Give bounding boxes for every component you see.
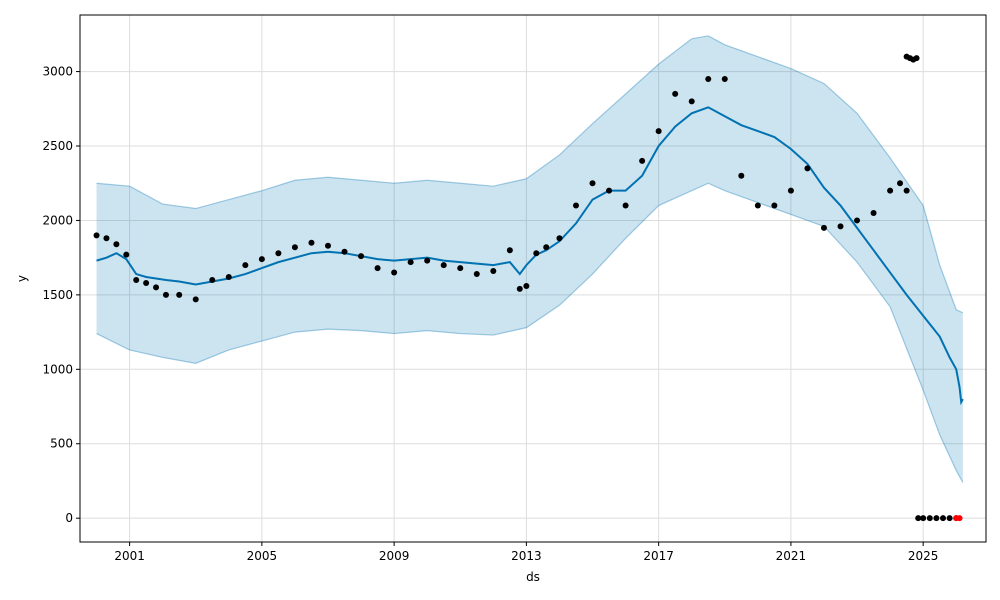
observed-point <box>572 202 579 209</box>
observed-zero-point <box>926 515 933 522</box>
observed-point <box>275 250 282 257</box>
observed-point <box>176 291 183 298</box>
y-tick-label: 2500 <box>42 139 73 153</box>
x-tick-label: 2021 <box>776 549 807 563</box>
observed-point <box>341 248 348 255</box>
uncertainty-upper-edge <box>96 35 964 314</box>
plot-frame <box>79 14 987 543</box>
observed-point <box>123 251 130 258</box>
observed-point <box>153 284 160 291</box>
observed-zero-point <box>920 515 927 522</box>
grid <box>80 15 986 542</box>
x-tick-label: 2017 <box>643 549 674 563</box>
observed-point <box>424 257 431 264</box>
x-tick-label: 2009 <box>379 549 410 563</box>
observed-point <box>543 244 550 251</box>
y-axis-label: y <box>15 275 29 282</box>
observed-zero-point <box>933 515 940 522</box>
observed-point <box>490 268 497 275</box>
x-tick-label: 2013 <box>511 549 542 563</box>
observed-point <box>242 262 249 269</box>
observed-point <box>143 279 150 286</box>
observed-point <box>837 223 844 230</box>
observed-point <box>804 165 811 172</box>
observed-point <box>688 98 695 105</box>
observed-point <box>903 187 910 194</box>
observed-point <box>771 202 778 209</box>
observed-point <box>556 235 563 242</box>
observed-points <box>93 53 963 522</box>
observed-point <box>870 209 877 216</box>
observed-point <box>897 180 904 187</box>
observed-point <box>358 253 365 260</box>
x-axis-ticks: 2001 2005 2009 2013 2017 2021 2025 <box>114 542 938 563</box>
observed-point <box>887 187 894 194</box>
observed-point <box>506 247 513 254</box>
observed-point <box>209 276 216 283</box>
y-tick-label: 1000 <box>42 362 73 376</box>
observed-point <box>291 244 298 251</box>
observed-point <box>391 269 398 276</box>
observed-point <box>606 187 613 194</box>
observed-point <box>407 259 414 266</box>
observed-point <box>622 202 629 209</box>
observed-point <box>258 256 265 263</box>
observed-point <box>308 239 315 246</box>
observed-zero-point <box>940 515 947 522</box>
y-tick-label: 0 <box>65 511 73 525</box>
highlight-point <box>956 515 963 522</box>
uncertainty-lower-edge <box>96 182 964 483</box>
observed-point <box>854 217 861 224</box>
observed-point <box>705 76 712 83</box>
observed-point <box>324 242 331 249</box>
observed-point <box>440 262 447 269</box>
observed-point <box>672 90 679 97</box>
observed-point <box>162 291 169 298</box>
y-tick-label: 3000 <box>42 65 73 79</box>
observed-point <box>192 296 199 303</box>
observed-zero-point <box>946 515 953 522</box>
observed-point <box>754 202 761 209</box>
observed-point <box>589 180 596 187</box>
observed-point <box>103 235 110 242</box>
observed-point <box>523 282 530 289</box>
observed-point <box>738 172 745 179</box>
observed-point <box>457 265 464 272</box>
observed-point <box>655 128 662 135</box>
observed-point <box>516 285 523 292</box>
observed-zero-point <box>915 515 922 522</box>
y-tick-label: 500 <box>50 437 73 451</box>
observed-point <box>820 224 827 231</box>
x-tick-label: 2005 <box>247 549 278 563</box>
observed-point <box>113 241 120 248</box>
y-tick-label: 1500 <box>42 288 73 302</box>
observed-point <box>133 276 140 283</box>
y-axis-ticks: 0 500 1000 1500 2000 2500 3000 <box>42 65 80 525</box>
x-tick-label: 2001 <box>114 549 145 563</box>
x-tick-label: 2025 <box>908 549 939 563</box>
observed-point <box>533 250 540 257</box>
observed-point <box>93 232 100 239</box>
y-tick-label: 2000 <box>42 213 73 227</box>
observed-point <box>473 271 480 278</box>
uncertainty-band <box>96 35 964 483</box>
observed-point <box>374 265 381 272</box>
uncertainty-band-area <box>96 35 963 483</box>
observed-point <box>721 76 728 83</box>
observed-point <box>787 187 794 194</box>
x-axis-label: ds <box>526 570 540 584</box>
observed-point <box>639 157 646 164</box>
observed-point <box>225 274 232 281</box>
observed-outlier-point <box>913 55 920 62</box>
